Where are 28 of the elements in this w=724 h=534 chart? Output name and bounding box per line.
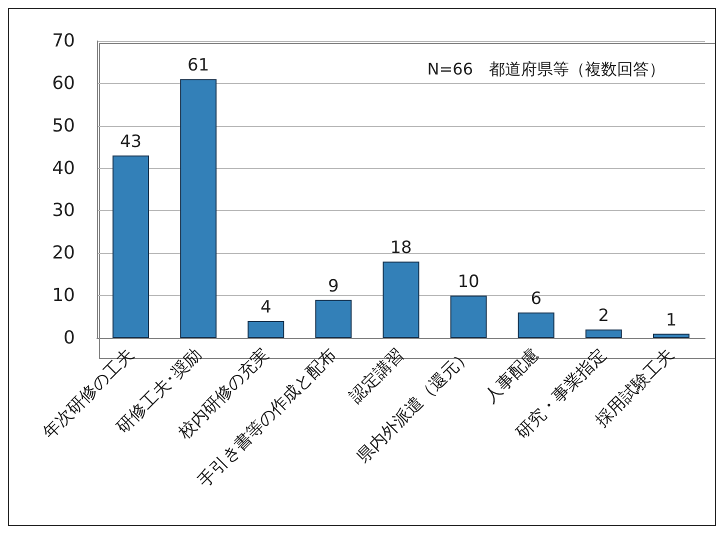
data-label: 9: [328, 276, 339, 296]
data-label: 4: [260, 298, 272, 318]
annotation: N=66 都道府県等（複数回答）: [427, 60, 665, 78]
y-tick-label: 50: [52, 115, 75, 136]
bar: [652, 334, 690, 338]
data-label: 2: [598, 306, 610, 326]
bar: [450, 296, 487, 338]
bar: [248, 321, 284, 338]
data-label: 18: [390, 238, 412, 258]
y-tick-label: 70: [52, 30, 75, 52]
bar: [382, 262, 420, 338]
data-label: 6: [530, 289, 542, 310]
y-tick-label: 60: [52, 72, 75, 94]
bar: [518, 312, 554, 338]
y-tick-label: 10: [52, 285, 75, 306]
bar: [315, 300, 352, 338]
y-tick-label: 40: [52, 158, 75, 179]
y-tick-label: 20: [52, 242, 75, 264]
y-tick-label: 30: [52, 200, 75, 222]
data-label: 1: [666, 310, 677, 330]
bar: [585, 330, 622, 338]
data-label: 10: [458, 272, 480, 292]
data-label: 43: [120, 132, 142, 152]
data-label: 61: [188, 56, 210, 76]
bar: [180, 79, 217, 338]
y-tick-label: 0: [64, 328, 75, 348]
bar: [112, 156, 150, 338]
x-tick-label: 人事配慮: [480, 344, 544, 408]
